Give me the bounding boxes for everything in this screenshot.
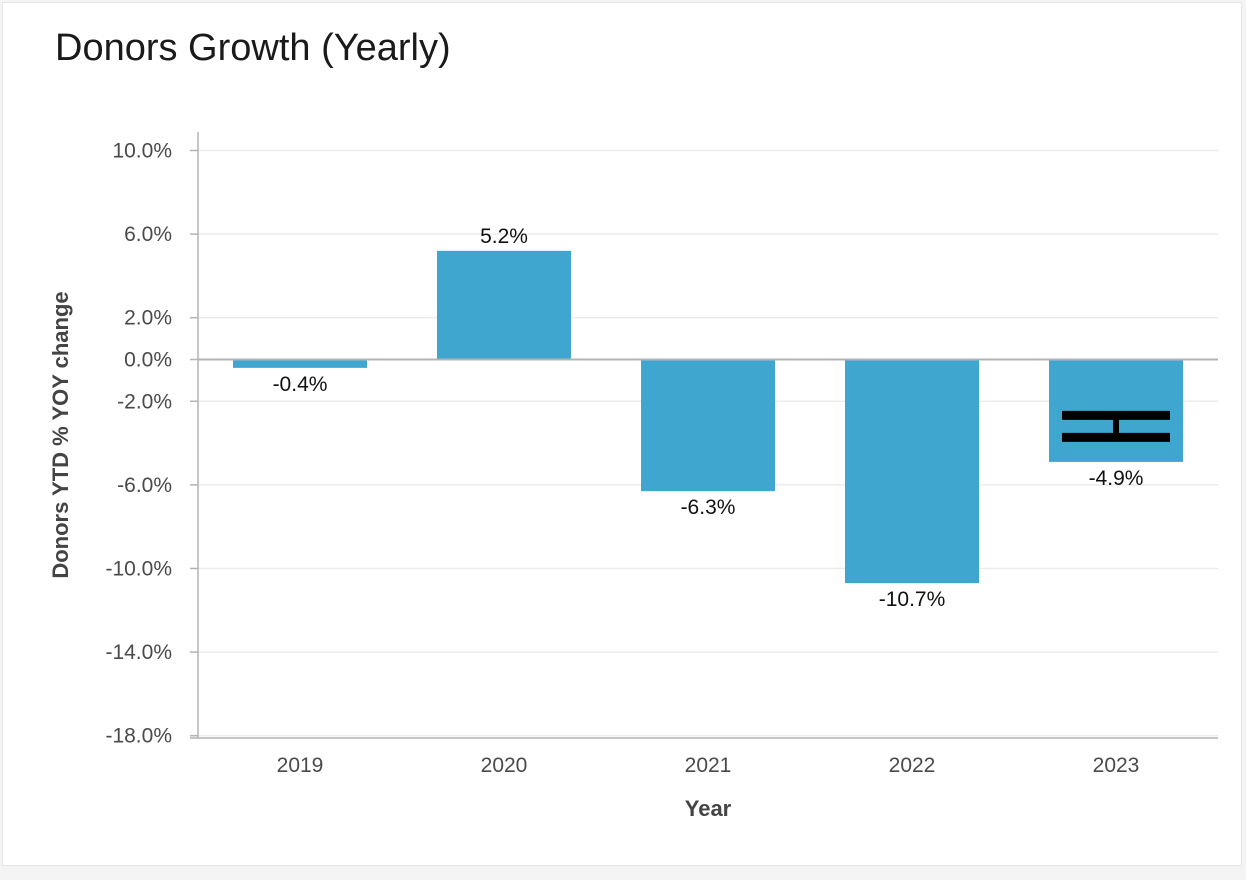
bar-2021	[641, 359, 775, 492]
y-tick-label: 2.0%	[124, 307, 172, 330]
y-tick-label: 10.0%	[112, 140, 172, 163]
chart-card: Donors Growth (Yearly)	[2, 2, 1242, 866]
y-tick-label: -6.0%	[117, 474, 172, 497]
x-tick-label-2023: 2023	[1093, 754, 1140, 777]
bar-2023	[1049, 359, 1183, 462]
bar-2022	[845, 359, 979, 584]
y-tick-label: 0.0%	[124, 349, 172, 372]
y-tick-label: 6.0%	[124, 223, 172, 246]
data-label-2021: -6.3%	[681, 496, 736, 519]
x-tick-label-2021: 2021	[685, 754, 732, 777]
bar-2020	[437, 250, 571, 360]
y-tick-label: -14.0%	[105, 641, 172, 664]
x-tick-label-2020: 2020	[481, 754, 528, 777]
bar-2019	[233, 359, 367, 368]
y-tick-label: -2.0%	[117, 390, 172, 413]
data-label-2020: 5.2%	[480, 225, 528, 248]
data-label-2019: -0.4%	[273, 373, 328, 396]
data-label-2022: -10.7%	[879, 588, 946, 611]
y-axis-title: Donors YTD % YOY change	[48, 291, 73, 578]
y-tick-label: -10.0%	[105, 558, 172, 581]
y-tick-label: -18.0%	[105, 725, 172, 748]
data-label-2023: -4.9%	[1089, 467, 1144, 490]
x-tick-label-2019: 2019	[277, 754, 324, 777]
chart-title: Donors Growth (Yearly)	[55, 27, 451, 69]
x-tick-label-2022: 2022	[889, 754, 936, 777]
x-axis-title: Year	[685, 796, 732, 821]
